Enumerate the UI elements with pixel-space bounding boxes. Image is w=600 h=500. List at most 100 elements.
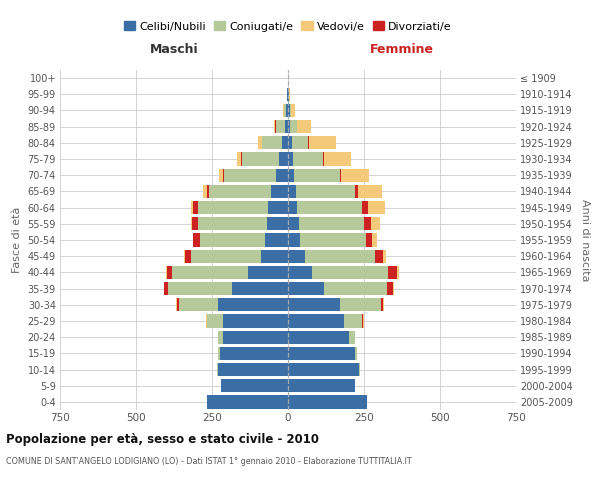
Bar bbox=[206, 185, 209, 198]
Y-axis label: Anni di nascita: Anni di nascita bbox=[580, 198, 590, 281]
Bar bbox=[341, 168, 368, 182]
Bar bbox=[344, 314, 362, 328]
Bar bbox=[383, 250, 386, 263]
Bar bbox=[294, 168, 340, 182]
Bar bbox=[288, 234, 300, 246]
Bar bbox=[288, 363, 359, 376]
Legend: Celibi/Nubili, Coniugati/e, Vedovi/e, Divorziati/e: Celibi/Nubili, Coniugati/e, Vedovi/e, Di… bbox=[124, 21, 452, 32]
Bar bbox=[218, 346, 220, 360]
Bar bbox=[290, 104, 291, 117]
Bar bbox=[274, 120, 275, 134]
Bar bbox=[237, 152, 241, 166]
Bar bbox=[241, 152, 242, 166]
Bar bbox=[185, 250, 191, 263]
Bar bbox=[179, 298, 218, 312]
Text: Maschi: Maschi bbox=[149, 44, 199, 57]
Bar bbox=[288, 88, 289, 101]
Bar bbox=[393, 282, 394, 295]
Bar bbox=[288, 250, 305, 263]
Bar bbox=[218, 363, 288, 376]
Bar bbox=[248, 266, 288, 279]
Bar bbox=[184, 250, 185, 263]
Bar bbox=[223, 330, 288, 344]
Bar bbox=[300, 234, 365, 246]
Text: COMUNE DI SANT'ANGELO LODIGIANO (LO) - Dati ISTAT 1° gennaio 2010 - Elaborazione: COMUNE DI SANT'ANGELO LODIGIANO (LO) - D… bbox=[6, 458, 412, 466]
Bar bbox=[223, 314, 288, 328]
Bar bbox=[296, 120, 297, 134]
Bar bbox=[276, 120, 285, 134]
Bar bbox=[297, 120, 311, 134]
Bar bbox=[288, 314, 344, 328]
Bar bbox=[288, 201, 297, 214]
Bar bbox=[209, 185, 271, 198]
Bar bbox=[275, 120, 276, 134]
Bar bbox=[242, 152, 279, 166]
Bar bbox=[296, 185, 355, 198]
Bar bbox=[267, 217, 288, 230]
Bar bbox=[340, 298, 381, 312]
Bar bbox=[284, 104, 286, 117]
Bar bbox=[308, 136, 309, 149]
Bar bbox=[313, 266, 388, 279]
Bar bbox=[206, 314, 208, 328]
Bar bbox=[288, 330, 349, 344]
Bar bbox=[297, 201, 362, 214]
Bar bbox=[172, 266, 248, 279]
Bar bbox=[220, 346, 288, 360]
Bar bbox=[288, 346, 355, 360]
Bar bbox=[368, 201, 385, 214]
Bar bbox=[276, 168, 288, 182]
Bar bbox=[288, 152, 293, 166]
Bar bbox=[288, 168, 294, 182]
Bar bbox=[305, 250, 374, 263]
Bar bbox=[292, 136, 308, 149]
Bar bbox=[221, 379, 288, 392]
Bar bbox=[164, 282, 168, 295]
Bar bbox=[293, 152, 323, 166]
Bar bbox=[167, 266, 172, 279]
Bar bbox=[355, 185, 358, 198]
Bar bbox=[371, 217, 380, 230]
Bar bbox=[397, 266, 399, 279]
Bar bbox=[283, 104, 284, 117]
Bar bbox=[177, 298, 179, 312]
Bar bbox=[362, 201, 368, 214]
Bar bbox=[218, 298, 288, 312]
Bar bbox=[349, 330, 355, 344]
Bar bbox=[208, 396, 288, 408]
Bar bbox=[223, 168, 224, 182]
Bar bbox=[340, 168, 341, 182]
Bar bbox=[199, 201, 268, 214]
Bar bbox=[219, 168, 223, 182]
Bar bbox=[288, 104, 290, 117]
Bar bbox=[387, 282, 393, 295]
Bar bbox=[288, 136, 292, 149]
Bar bbox=[372, 234, 377, 246]
Bar bbox=[191, 201, 193, 214]
Y-axis label: Fasce di età: Fasce di età bbox=[12, 207, 22, 273]
Bar bbox=[288, 282, 325, 295]
Bar bbox=[286, 104, 288, 117]
Bar bbox=[287, 88, 288, 101]
Bar bbox=[193, 234, 200, 246]
Bar bbox=[358, 185, 382, 198]
Bar bbox=[290, 120, 296, 134]
Bar bbox=[365, 234, 372, 246]
Bar bbox=[355, 346, 358, 360]
Bar bbox=[217, 363, 218, 376]
Bar bbox=[279, 152, 288, 166]
Bar bbox=[288, 379, 355, 392]
Bar bbox=[203, 185, 206, 198]
Text: Popolazione per età, sesso e stato civile - 2010: Popolazione per età, sesso e stato civil… bbox=[6, 432, 319, 446]
Bar bbox=[262, 136, 282, 149]
Bar bbox=[265, 234, 288, 246]
Bar bbox=[268, 201, 288, 214]
Bar bbox=[288, 266, 313, 279]
Bar bbox=[168, 282, 232, 295]
Bar bbox=[289, 88, 290, 101]
Bar bbox=[191, 250, 260, 263]
Bar bbox=[323, 152, 324, 166]
Bar bbox=[288, 120, 290, 134]
Bar bbox=[288, 298, 340, 312]
Bar bbox=[218, 330, 223, 344]
